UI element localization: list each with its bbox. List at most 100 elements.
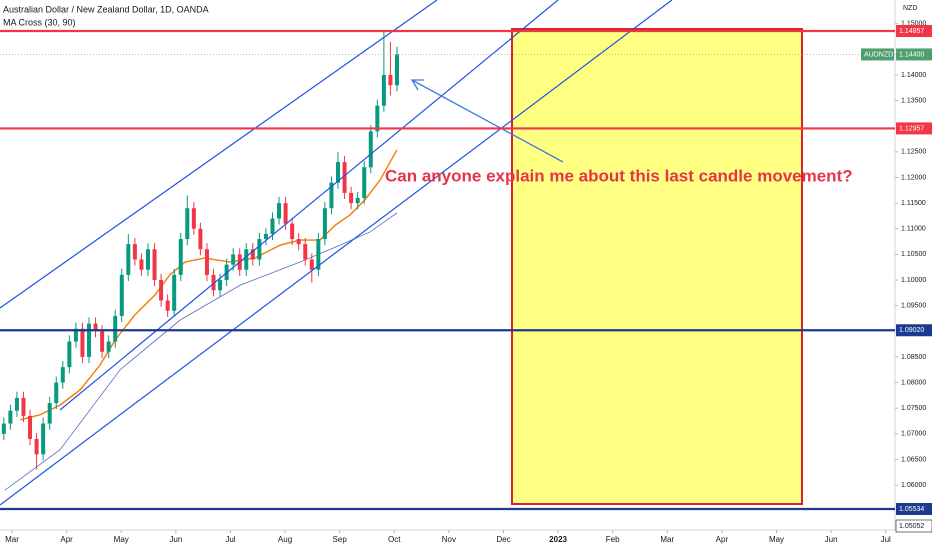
candle-body	[41, 423, 46, 455]
y-tick-label: 1.11000	[901, 226, 926, 233]
candle-body	[159, 280, 164, 301]
y-tick-label: 1.14000	[901, 72, 926, 79]
candle-body	[132, 244, 137, 260]
candle-body	[172, 274, 177, 311]
candle-body	[231, 254, 236, 265]
candle-body	[355, 197, 360, 204]
moving-average	[4, 212, 398, 491]
candle-body	[250, 249, 255, 260]
price-axis	[895, 0, 932, 550]
y-tick-label: 1.11500	[901, 200, 926, 207]
candle-body	[113, 315, 118, 342]
y-tick-label: 1.07000	[901, 431, 926, 438]
candle-body	[178, 239, 183, 275]
candle-body	[34, 438, 39, 455]
candle-body	[100, 331, 105, 352]
last-price-tag	[896, 48, 932, 61]
candle-body	[394, 54, 399, 86]
plot-area	[1, 30, 399, 491]
candle-body	[362, 167, 367, 198]
price-level-tag	[896, 502, 932, 515]
candle-body	[191, 208, 196, 229]
candle-body	[145, 249, 150, 270]
y-tick-label: 1.13500	[901, 97, 926, 104]
candle-body	[381, 74, 386, 106]
candle-body	[106, 341, 111, 352]
y-tick-label: 1.07500	[901, 405, 926, 412]
candle-body	[368, 131, 373, 168]
chart-subtitle: MA Cross (30, 90)	[3, 17, 76, 27]
channel-line	[59, 0, 559, 411]
x-tick-label: Jun	[825, 535, 838, 544]
candle-body	[316, 239, 321, 270]
y-tick-label: 1.08000	[901, 379, 926, 386]
scale-marker-label: 1.05052	[899, 523, 924, 530]
scale-marker-tag	[895, 519, 932, 533]
candle-body	[309, 259, 314, 270]
candle-body	[185, 208, 190, 240]
candle-body	[126, 244, 131, 275]
x-tick-label: Mar	[660, 535, 674, 544]
y-tick-label: 1.10000	[901, 277, 926, 284]
candle-body	[375, 105, 380, 132]
y-tick-label: 1.10500	[901, 251, 926, 258]
x-tick-label: Sep	[333, 535, 348, 544]
arrow	[411, 79, 564, 163]
candle-body	[73, 328, 78, 342]
x-tick-label: Dec	[496, 535, 510, 544]
x-tick-label: May	[114, 535, 129, 544]
candle-body	[80, 328, 85, 357]
price-level-label: 1.09020	[899, 327, 924, 334]
candle-body	[28, 415, 33, 439]
y-tick-label: 1.09500	[901, 302, 926, 309]
candle-body	[198, 228, 203, 250]
last-price-label: 1.14400	[899, 51, 924, 58]
candle-body	[296, 239, 301, 245]
candle-body	[329, 182, 334, 209]
candle-body	[14, 397, 19, 411]
price-level-label: 1.12957	[899, 125, 924, 132]
candle-body	[87, 323, 92, 357]
candle-body	[67, 341, 72, 368]
candle-body	[349, 192, 354, 204]
candle-body	[244, 249, 249, 270]
channel-line	[0, 0, 438, 309]
price-level-tag	[896, 25, 932, 38]
arrow-head	[410, 79, 424, 91]
candle-body	[290, 223, 295, 240]
candle-body	[336, 162, 341, 183]
candle-body	[342, 162, 347, 193]
x-tick-label: Nov	[442, 535, 456, 544]
candle-body	[257, 239, 262, 260]
candle-body	[8, 410, 13, 424]
candle-body	[165, 300, 170, 311]
x-tick-label: Oct	[388, 535, 401, 544]
annotation: Can anyone explain me about this last ca…	[385, 166, 853, 185]
symbol-label: AUDNZD	[864, 51, 893, 58]
candle-body	[119, 274, 124, 316]
candle-body	[322, 208, 327, 240]
candle-body	[93, 323, 98, 332]
candle-body	[21, 397, 26, 416]
x-tick-label: May	[769, 535, 784, 544]
channel-line	[0, 0, 673, 506]
candle-body	[388, 74, 393, 86]
x-tick-label: Aug	[278, 535, 292, 544]
candle-body	[1, 423, 6, 434]
candle-body	[47, 403, 52, 424]
x-tick-label: 2023	[549, 535, 567, 544]
candle-body	[54, 382, 59, 404]
y-tick-label: 1.08500	[901, 354, 926, 361]
moving-average	[20, 149, 398, 421]
candle-body	[270, 218, 275, 234]
x-tick-label: Apr	[716, 535, 729, 544]
symbol-tag	[861, 48, 894, 61]
y-tick-label: 1.06000	[901, 482, 926, 489]
x-tick-label: Mar	[5, 535, 19, 544]
y-tick-label: 1.06500	[901, 456, 926, 463]
x-tick-label: Feb	[606, 535, 620, 544]
price-level-tag	[896, 324, 932, 337]
candle-body	[60, 367, 65, 383]
x-tick-label: Jul	[881, 535, 891, 544]
